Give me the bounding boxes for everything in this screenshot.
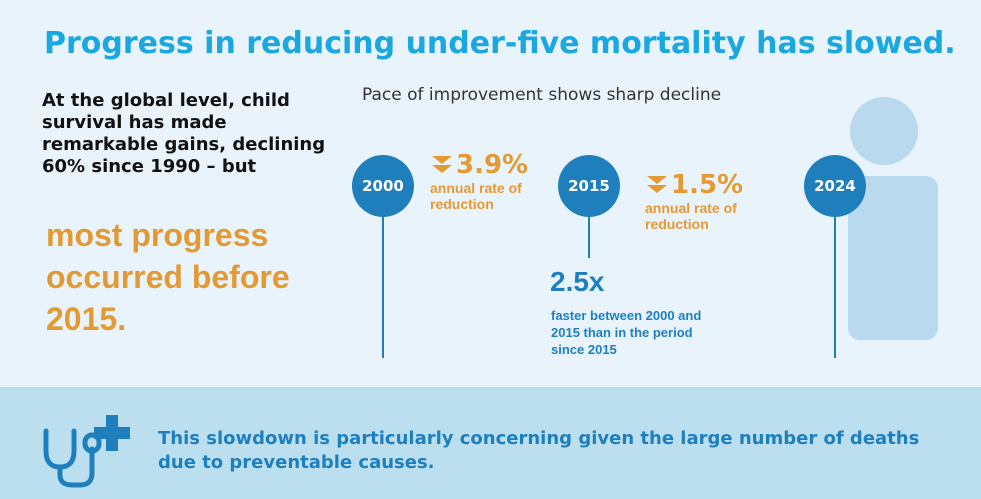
double-chevron-down-icon: [432, 156, 452, 173]
timeline-subtitle: Pace of improvement shows sharp decline: [362, 85, 722, 105]
footer-banner: This slowdown is particularly concerning…: [0, 387, 981, 499]
timeline-line-2000: [382, 200, 384, 358]
rate-value: 1.5%: [671, 170, 744, 200]
timeline-line-2015: [588, 200, 590, 258]
intro-text: At the global level, child survival has …: [42, 90, 326, 177]
multiplier-description: faster between 2000 and 2015 than in the…: [551, 308, 702, 357]
timeline-line-2024: [834, 200, 836, 358]
rate-block-2000-2015: 3.9% annual rate of reduction: [430, 150, 530, 212]
year-circle-2024: 2024: [804, 155, 866, 217]
rate-label: annual rate of reduction: [645, 200, 737, 232]
year-circle-2015: 2015: [558, 155, 620, 217]
highlight-text: most progress occurred before 2015.: [46, 217, 290, 337]
person-silhouette-icon: [848, 97, 938, 340]
rate-block-2015-2024: 1.5% annual rate of reduction: [645, 170, 745, 232]
year-circle-2000: 2000: [352, 155, 414, 217]
stethoscope-plus-icon: [43, 415, 130, 488]
multiplier-value: 2.5x: [550, 266, 605, 297]
rate-value: 3.9%: [456, 150, 529, 180]
footer-text: This slowdown is particularly concerning…: [158, 428, 920, 473]
double-chevron-down-icon: [647, 176, 667, 193]
rate-label: annual rate of reduction: [430, 180, 522, 212]
page-title: Progress in reducing under-five mortalit…: [44, 26, 956, 61]
